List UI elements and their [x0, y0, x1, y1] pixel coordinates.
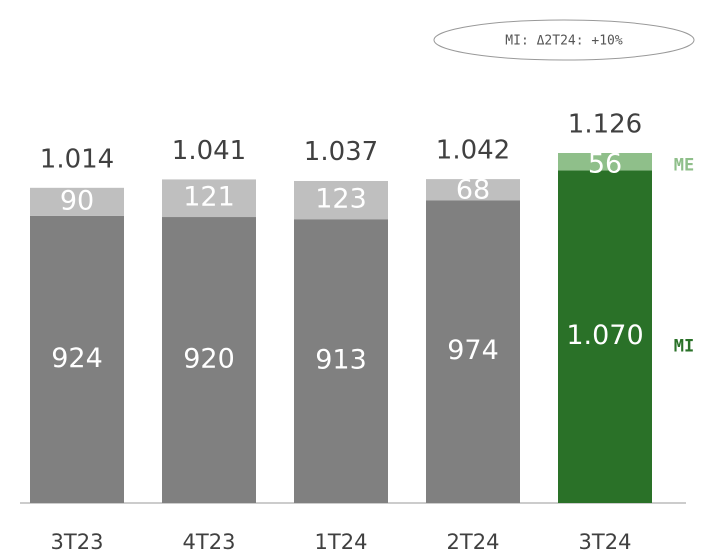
x-tick-label: 1T24	[315, 530, 368, 554]
segment-label: 913	[315, 345, 367, 376]
bar-segment	[162, 217, 256, 503]
total-label: 1.126	[568, 110, 642, 140]
bar-segment	[558, 170, 652, 504]
segment-label: 924	[51, 343, 103, 374]
annotation: MI: Δ2T24: +10%	[505, 34, 623, 49]
total-label: 1.037	[304, 137, 378, 167]
series-label: ME	[674, 156, 694, 176]
bar-segment	[294, 180, 388, 220]
segment-label: 121	[183, 182, 235, 213]
bar-segment	[162, 179, 256, 218]
x-tick-label: 3T24	[579, 530, 632, 554]
bar-segment	[30, 187, 124, 216]
segment-label: 90	[60, 185, 94, 216]
x-tick-label: 3T23	[51, 530, 104, 554]
x-tick-label: 4T23	[183, 530, 236, 554]
segment-label: 920	[183, 344, 235, 375]
x-tick-label: 2T24	[447, 530, 500, 554]
bar-segment	[426, 179, 520, 201]
bar-segment	[558, 153, 652, 171]
segment-label: 56	[588, 149, 622, 180]
bar-segment	[426, 200, 520, 503]
segment-label: 123	[315, 184, 367, 215]
bar-segment	[294, 219, 388, 503]
total-label: 1.014	[40, 144, 114, 174]
segment-label: 974	[447, 335, 499, 366]
segment-label: 1.070	[566, 320, 643, 351]
series-label: MI	[674, 337, 694, 357]
total-label: 1.041	[172, 136, 246, 166]
total-label: 1.042	[436, 136, 510, 166]
bar-segment	[30, 215, 124, 503]
annotation-box	[433, 19, 695, 61]
segment-label: 68	[456, 175, 490, 206]
